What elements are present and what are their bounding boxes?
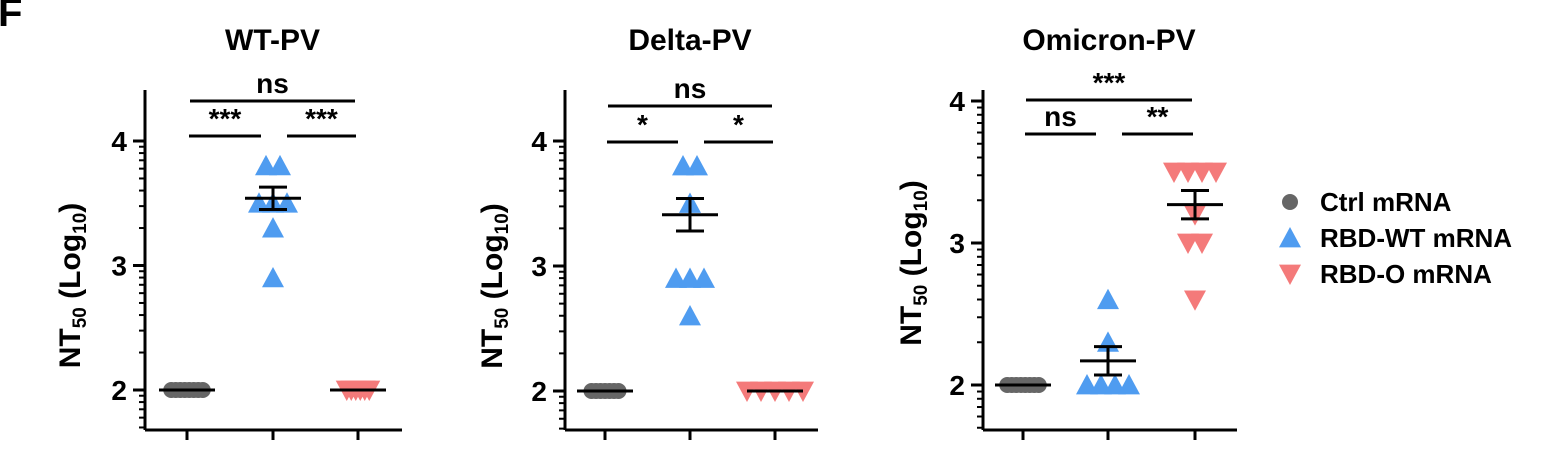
data-point <box>1163 162 1185 183</box>
data-point <box>269 154 291 176</box>
y-tick-label: 3 <box>531 251 547 282</box>
data-point <box>1104 374 1126 395</box>
data-point <box>255 154 277 176</box>
legend: Ctrl mRNA RBD-WT mRNA RBD-O mRNA <box>1279 187 1512 289</box>
data-point <box>1177 233 1199 254</box>
significance-label: *** <box>1093 67 1126 98</box>
y-axis-label: NT50 (Log10) <box>476 203 513 369</box>
data-point <box>1076 374 1098 395</box>
y-tick-label: 2 <box>111 375 127 406</box>
significance-label: *** <box>209 103 242 134</box>
y-tick-label: 4 <box>111 126 127 157</box>
legend-item: RBD-WT mRNA <box>1279 223 1512 253</box>
y-tick-label: 2 <box>949 370 965 401</box>
y-tick-label: 3 <box>949 228 965 259</box>
data-point <box>276 192 298 213</box>
significance-label: * <box>637 109 648 140</box>
data-point <box>1184 290 1206 311</box>
y-tick-label: 3 <box>111 251 127 282</box>
chart-title: Omicron-PV <box>1022 24 1195 57</box>
data-point <box>679 267 701 288</box>
legend-marker <box>1279 227 1301 248</box>
chart-panel: Omicron-PV NT50 (Log10) 2 3 4 *** ns ** <box>895 24 1237 440</box>
data-point <box>665 267 687 288</box>
chart-panel: Delta-PV NT50 (Log10) 2 3 4 ns * * <box>476 24 818 440</box>
data-point <box>262 266 284 288</box>
chart-title: WT-PV <box>225 24 320 57</box>
legend-item: Ctrl mRNA <box>1282 187 1452 217</box>
data-point <box>1177 162 1199 183</box>
data-point <box>1097 288 1119 310</box>
data-point <box>1191 233 1213 254</box>
y-tick-label: 2 <box>531 376 547 407</box>
y-axis-label: NT50 (Log10) <box>54 203 91 369</box>
significance-label: ns <box>1044 101 1077 132</box>
y-tick-label: 4 <box>949 86 965 117</box>
significance-label: ns <box>256 68 289 99</box>
data-point <box>1118 374 1140 395</box>
legend-item: RBD-O mRNA <box>1279 259 1492 289</box>
panel-letter: F <box>0 0 22 35</box>
legend-label: Ctrl mRNA <box>1320 187 1452 217</box>
legend-marker <box>1279 264 1301 285</box>
data-point <box>693 267 715 288</box>
legend-label: RBD-O mRNA <box>1320 259 1492 289</box>
legend-label: RBD-WT mRNA <box>1320 223 1512 253</box>
data-point <box>1191 162 1213 183</box>
significance-label: * <box>733 109 744 140</box>
data-point <box>672 155 694 176</box>
data-point <box>1205 162 1227 183</box>
data-point <box>679 305 701 326</box>
y-tick-label: 4 <box>531 126 547 157</box>
legend-marker <box>1282 194 1298 210</box>
significance-label: ** <box>1147 101 1169 132</box>
data-point <box>686 155 708 176</box>
significance-label: ns <box>674 73 707 104</box>
chart-panel: WT-PV NT50 (Log10) 2 3 4 ns *** *** <box>54 24 402 440</box>
data-point <box>1090 374 1112 395</box>
data-point <box>248 192 270 213</box>
data-point <box>262 217 284 238</box>
chart-title: Delta-PV <box>628 24 751 57</box>
y-axis-label: NT50 (Log10) <box>895 180 932 346</box>
significance-label: *** <box>305 103 338 134</box>
